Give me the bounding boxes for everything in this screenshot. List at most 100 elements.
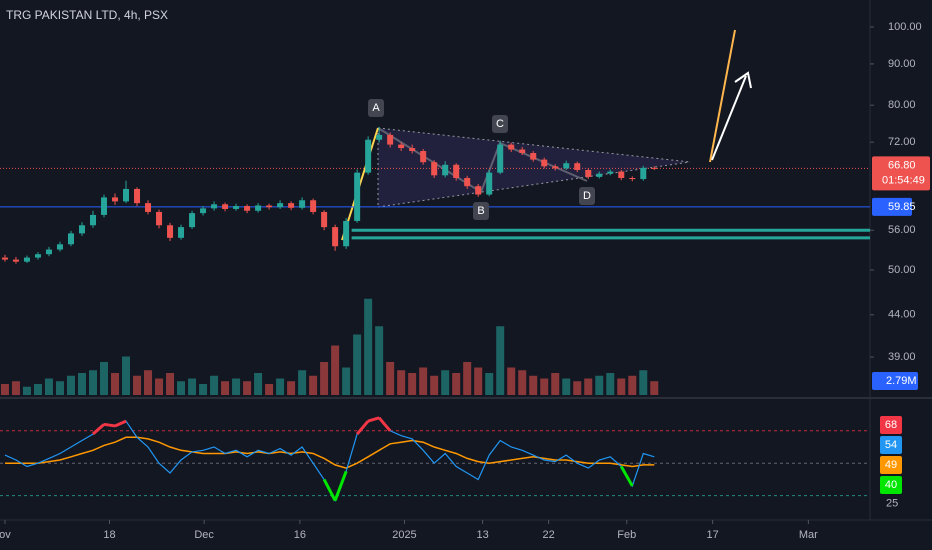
volume-bar [22, 386, 31, 395]
x-tick-label: 2025 [392, 529, 416, 541]
label-box [579, 187, 595, 205]
rsi-extreme [619, 465, 634, 487]
rsi-extreme [367, 416, 380, 423]
candle-body [387, 134, 394, 145]
y-tick-label: 90.00 [888, 58, 916, 70]
volume-bar [496, 326, 505, 395]
candle-body [321, 211, 328, 228]
candle-body [12, 259, 19, 262]
y-tick-label: 39.00 [888, 351, 916, 363]
rsi-extreme [322, 478, 337, 502]
candle-body [585, 169, 592, 177]
volume-bar [606, 373, 615, 395]
volume-bar [287, 381, 296, 395]
volume-bar [650, 381, 659, 395]
volume-bar [177, 381, 186, 395]
candle-body [23, 257, 30, 262]
candle-body [112, 197, 119, 202]
volume-bar [331, 345, 340, 395]
candle-body [453, 164, 460, 178]
volume-bar [639, 370, 648, 395]
rsi-label-box [880, 476, 902, 494]
volume-bar [44, 378, 53, 395]
candle-body [222, 204, 229, 209]
volume-bar [507, 367, 516, 395]
volume-bar [408, 373, 417, 395]
candle-body [277, 203, 284, 208]
candle-body [497, 144, 504, 173]
chart-title: TRG PAKISTAN LTD, 4h, PSX [6, 8, 168, 22]
rsi-label: 68 [885, 419, 897, 431]
volume-bar [100, 362, 109, 395]
label-box [492, 115, 508, 133]
candle-body [552, 166, 559, 169]
last-price-box [872, 156, 930, 191]
x-tick-label: 16 [294, 529, 306, 541]
volume-bar [386, 362, 395, 395]
volume-bar [584, 378, 593, 395]
volume-bar [88, 370, 97, 395]
volume-bar [419, 367, 428, 395]
arrow [711, 75, 747, 161]
candle-body [409, 148, 416, 152]
volume-bar [188, 378, 197, 395]
rsi-extreme [114, 419, 127, 428]
candle-body [431, 162, 438, 176]
x-tick-label: 13 [476, 529, 488, 541]
candle-body [530, 153, 537, 160]
candle-body [266, 205, 273, 208]
candle-body [651, 167, 658, 169]
candle-body [332, 227, 339, 247]
volume-bar [518, 370, 527, 395]
candle-body [464, 177, 471, 187]
x-tick-label: ov [0, 529, 11, 541]
y-tick-label: 44.00 [888, 309, 916, 321]
volume-bar [309, 375, 318, 395]
rsi-extreme [103, 422, 116, 428]
candle-body [596, 173, 603, 177]
volume-bar [342, 367, 351, 395]
volume-bar [276, 378, 285, 395]
label-box [368, 99, 384, 117]
candle-body [178, 227, 185, 238]
countdown: 01:54:49 [882, 174, 925, 186]
candle-body [310, 200, 317, 212]
rsi-extreme [355, 420, 370, 436]
volume-bar [155, 378, 164, 395]
volume-bar [66, 375, 75, 395]
candle-body [299, 200, 306, 208]
candle-body [508, 144, 515, 150]
rsi_ma [5, 436, 655, 469]
volume-bar [265, 384, 274, 395]
y-tick-label: 80.00 [888, 99, 916, 111]
projection-line [709, 29, 736, 163]
candle-body [123, 188, 130, 202]
volume-bar [77, 373, 86, 395]
x-tick-label: 17 [706, 529, 718, 541]
rsi-extreme [333, 470, 348, 502]
y-tick-label: 50.00 [888, 264, 916, 276]
pattern-label: B [477, 205, 484, 217]
candle-body [45, 249, 52, 255]
rsi-label-box [880, 436, 902, 454]
y-tick-label: 100.00 [888, 21, 922, 33]
candle-body [519, 149, 526, 154]
candle-body [167, 225, 174, 238]
level-box [872, 197, 912, 216]
volume-bar [441, 370, 450, 395]
volume-bar [122, 356, 131, 395]
volume-bar [111, 373, 120, 395]
volume-bar [232, 378, 241, 395]
volume-bar [540, 378, 549, 395]
volume-bar [529, 375, 538, 395]
volume-bar [33, 384, 42, 395]
candle-body [563, 163, 570, 169]
y-tick-label: 72.00 [888, 136, 916, 148]
volume-bar [595, 375, 604, 395]
volume-bar [133, 375, 142, 395]
volume-bar [573, 381, 582, 395]
volume-bar [254, 373, 263, 395]
x-tick-label: 18 [103, 529, 115, 541]
pattern-labels: A B C D [368, 99, 595, 220]
